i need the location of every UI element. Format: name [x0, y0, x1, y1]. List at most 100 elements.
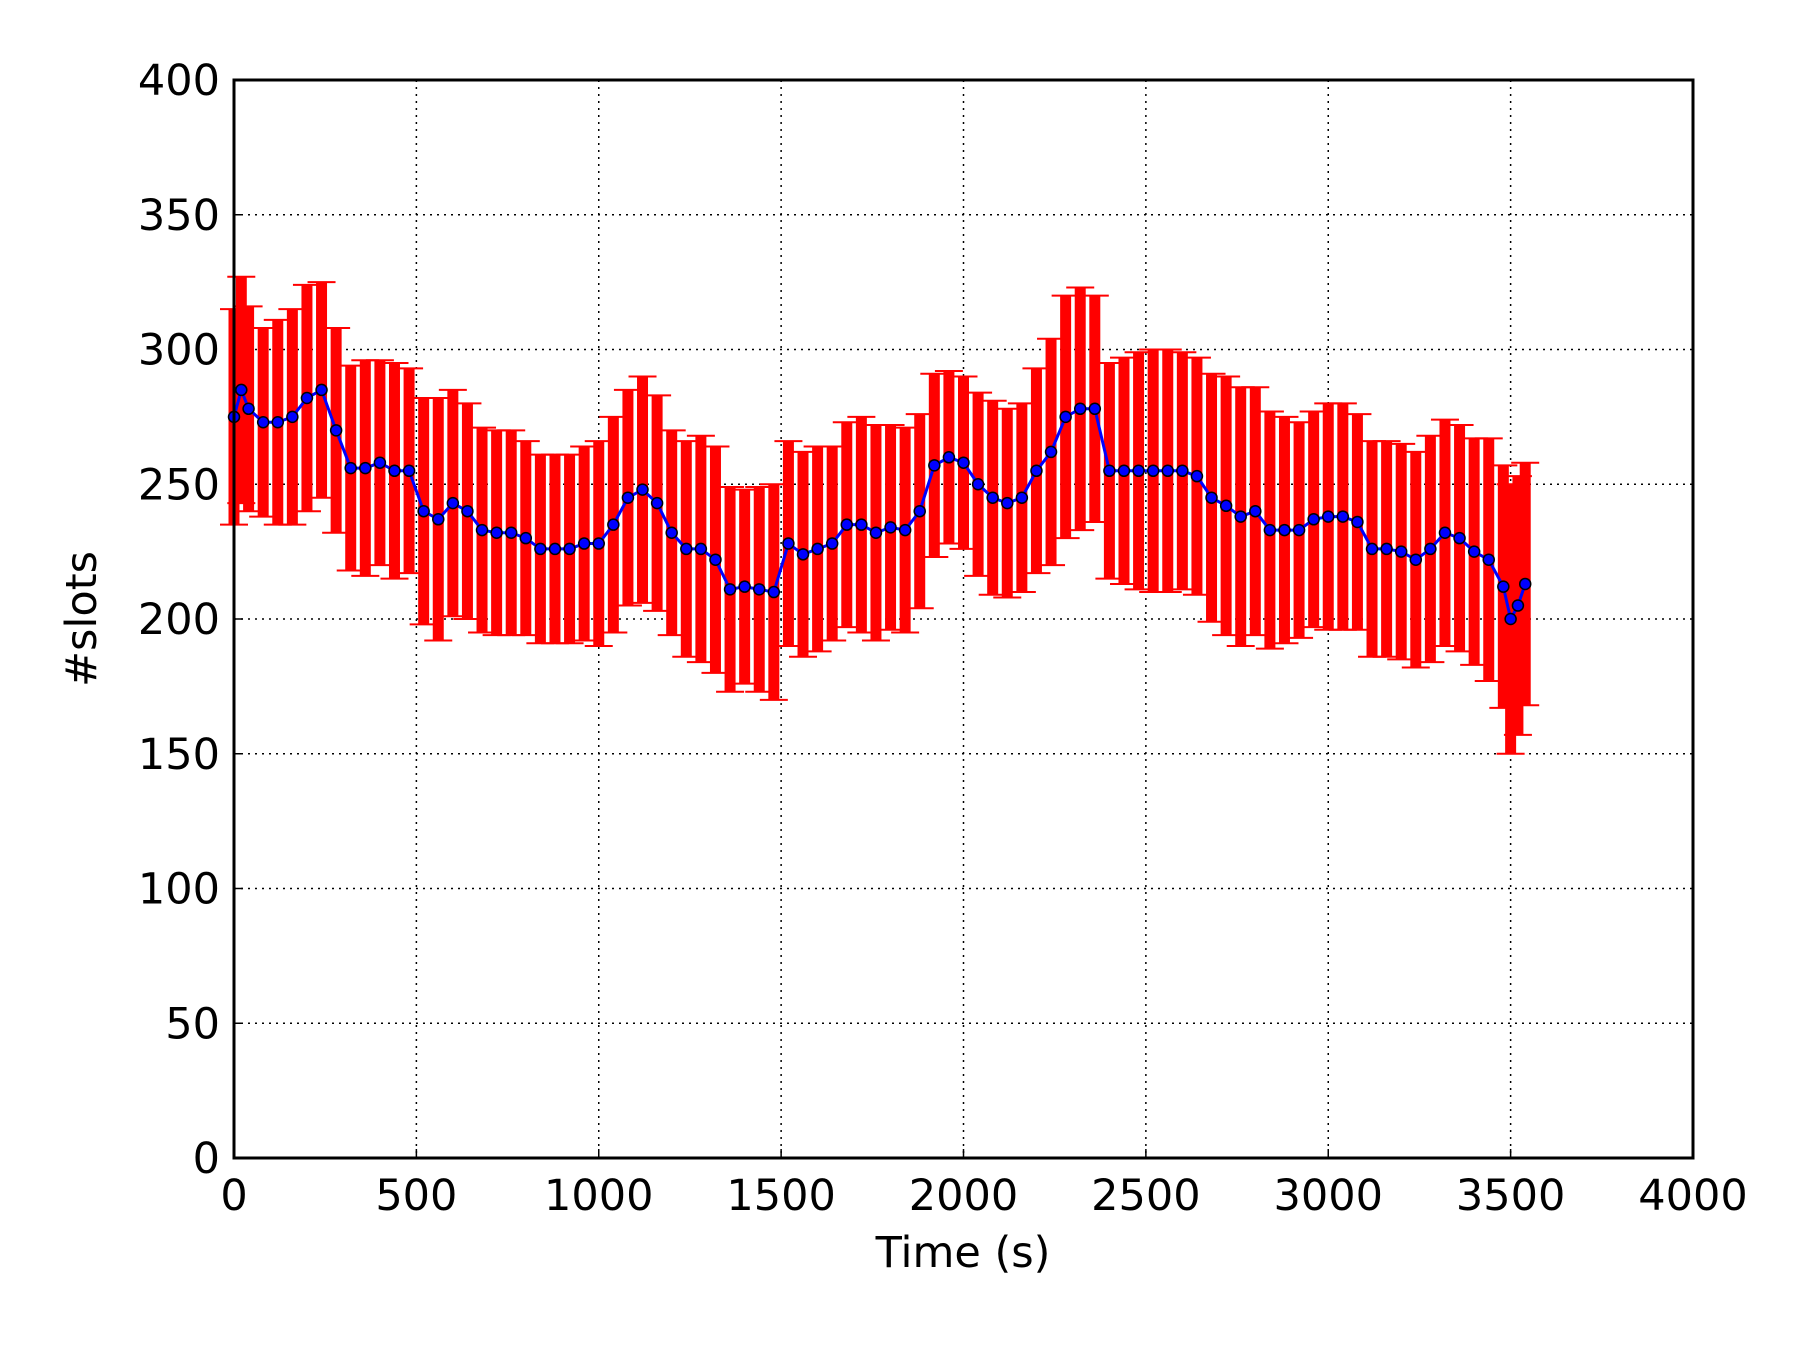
data-point — [840, 518, 854, 531]
data-point — [1365, 542, 1379, 556]
data-point — [1518, 577, 1532, 591]
data-point — [971, 478, 985, 491]
data-point — [1438, 526, 1452, 540]
data-point — [286, 410, 299, 424]
data-point — [592, 537, 605, 550]
y-tick-label: 200 — [138, 595, 220, 645]
data-point — [1146, 464, 1160, 478]
y-tick-label: 100 — [138, 865, 220, 915]
data-point — [359, 461, 372, 475]
data-point — [577, 537, 591, 550]
data-point — [738, 580, 751, 593]
data-point — [1497, 580, 1510, 593]
data-point — [1161, 464, 1175, 478]
data-point — [1059, 410, 1072, 424]
data-point — [1073, 402, 1087, 416]
data-point — [300, 391, 314, 405]
y-tick-label: 150 — [138, 730, 220, 780]
data-point — [1015, 491, 1029, 504]
data-point — [1394, 545, 1408, 558]
y-tick-label: 400 — [138, 56, 220, 106]
data-point — [825, 537, 839, 550]
x-axis-label: Time (s) — [875, 1228, 1051, 1278]
data-point — [344, 461, 357, 475]
data-point — [811, 542, 824, 556]
data-point — [855, 518, 868, 531]
data-point — [1278, 523, 1291, 537]
data-point — [1482, 553, 1495, 566]
data-point — [1219, 499, 1233, 513]
data-point — [1504, 612, 1517, 626]
data-point — [942, 451, 956, 464]
data-point — [1453, 531, 1466, 545]
x-tick-label: 3500 — [1456, 1171, 1565, 1221]
data-point — [650, 496, 664, 510]
data-point — [1263, 523, 1277, 537]
x-tick-label: 2000 — [909, 1171, 1018, 1221]
data-point — [1190, 469, 1204, 483]
data-point — [417, 504, 430, 518]
data-point — [680, 542, 693, 556]
data-point — [767, 585, 781, 599]
data-point — [235, 383, 248, 397]
data-point — [869, 526, 883, 540]
data-point — [329, 424, 343, 437]
data-point — [256, 416, 270, 429]
data-point — [1205, 491, 1218, 504]
data-point — [402, 464, 416, 478]
data-point — [884, 521, 897, 534]
data-point — [446, 496, 460, 510]
data-point — [782, 537, 795, 550]
data-point — [315, 383, 328, 397]
data-point — [1322, 510, 1335, 523]
data-point — [665, 526, 678, 540]
data-point — [519, 531, 533, 545]
data-point — [723, 583, 737, 596]
y-axis-label: #slots — [57, 551, 107, 687]
data-point — [1176, 464, 1189, 478]
data-point — [1351, 515, 1364, 529]
y-tick-label: 0 — [193, 1134, 220, 1184]
data-point — [1132, 464, 1145, 478]
data-point — [1249, 504, 1262, 518]
data-point — [1001, 496, 1014, 510]
data-point — [534, 542, 547, 556]
data-point — [709, 553, 722, 566]
y-tick-label: 300 — [138, 326, 220, 376]
data-point — [490, 526, 503, 540]
plot-frame — [232, 78, 1695, 1160]
data-point — [373, 456, 387, 469]
data-point — [752, 583, 766, 596]
data-point — [913, 504, 926, 518]
x-tick-label: 0 — [220, 1171, 247, 1221]
y-tick-label: 250 — [138, 460, 220, 510]
data-point — [928, 459, 941, 472]
data-point — [1424, 542, 1437, 556]
data-point — [694, 542, 708, 556]
data-point — [548, 542, 562, 556]
data-point — [796, 548, 810, 561]
data-point — [636, 483, 649, 496]
data-point — [504, 526, 518, 540]
data-point — [1336, 510, 1350, 523]
data-point — [898, 523, 912, 537]
x-tick-label: 1500 — [726, 1171, 835, 1221]
data-point — [1307, 513, 1320, 526]
data-point — [242, 402, 255, 416]
data-point — [432, 513, 445, 526]
data-point — [1044, 445, 1058, 459]
data-point — [271, 416, 285, 429]
x-tick-label: 2500 — [1091, 1171, 1200, 1221]
x-tick-label: 500 — [375, 1171, 457, 1221]
data-point — [1409, 553, 1423, 566]
y-tick-label: 350 — [138, 191, 220, 241]
data-point — [957, 456, 970, 469]
data-point — [1030, 464, 1043, 478]
data-point — [1467, 545, 1481, 558]
data-point — [1234, 510, 1247, 523]
data-point — [986, 491, 999, 504]
data-point — [1380, 542, 1393, 556]
data-point — [607, 518, 620, 531]
data-point — [563, 542, 576, 556]
